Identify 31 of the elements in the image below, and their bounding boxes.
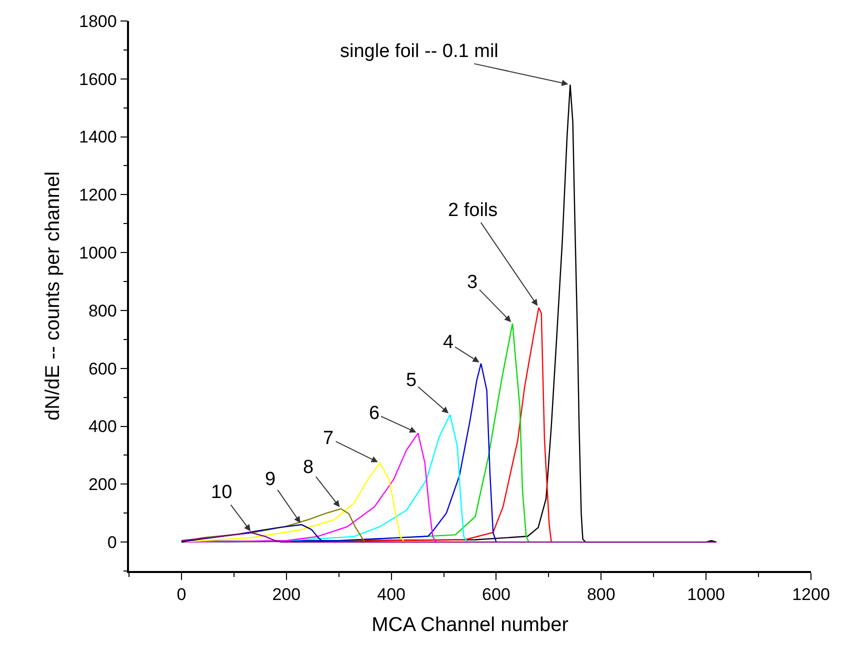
y-axis-title: dN/dE -- counts per channel [42, 171, 64, 421]
annotation: 2 foils [448, 200, 498, 221]
x-axis-title: MCA Channel number [372, 614, 569, 636]
annotation: 8 [303, 457, 314, 478]
y-tick-label: 1400 [79, 128, 117, 147]
y-tick-label: 1800 [79, 12, 117, 31]
y-tick-label: 1000 [79, 244, 117, 263]
y-tick-label: 1200 [79, 186, 117, 205]
annotation: 10 [211, 482, 232, 503]
annotation: 5 [406, 370, 417, 391]
line-series [180, 532, 718, 543]
x-tick-label: 800 [586, 585, 616, 604]
x-tick-label: 1200 [792, 585, 830, 604]
annotation: 9 [265, 469, 276, 490]
y-tick-label: 400 [88, 417, 117, 436]
y-tick-label: 800 [88, 301, 117, 320]
x-tick-label: 400 [377, 585, 406, 604]
y-tick-label: 600 [88, 359, 117, 378]
y-tick-label: 200 [88, 475, 117, 494]
x-tick-label: 600 [482, 585, 510, 604]
x-tick-label: 200 [272, 585, 301, 604]
y-tick-label: 1600 [79, 70, 117, 89]
annotation: 7 [323, 428, 334, 449]
x-tick-label: 0 [176, 585, 186, 604]
x-tick-label: 1000 [687, 585, 725, 604]
annotation: 3 [467, 272, 478, 293]
annotation: 4 [443, 332, 454, 353]
y-tick-label: 0 [107, 533, 117, 552]
annotation: 6 [369, 403, 380, 424]
line-series [180, 524, 324, 543]
annotation: single foil -- 0.1 mil [340, 41, 498, 62]
